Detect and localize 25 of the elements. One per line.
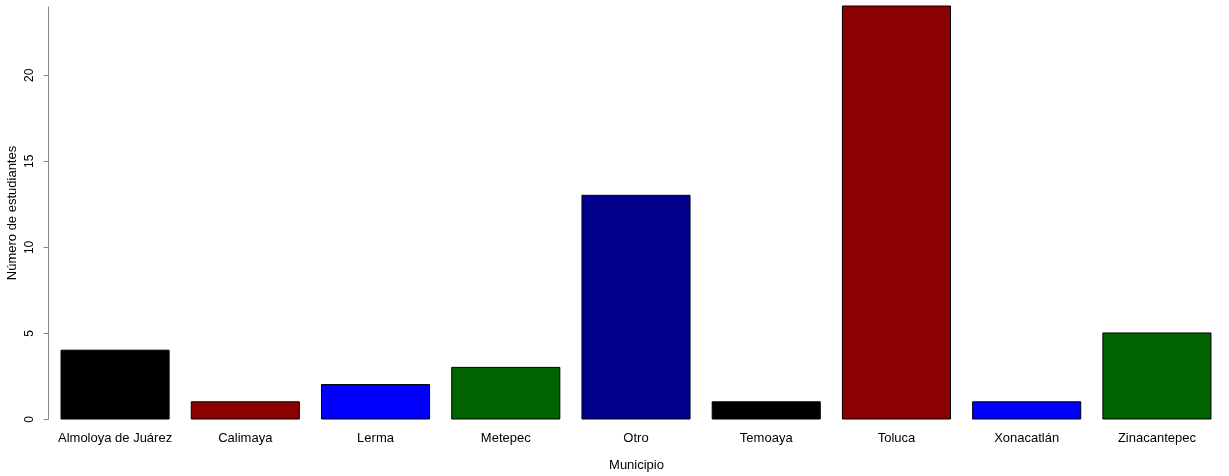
y-tick-label: 0 [21, 415, 36, 423]
y-tick-label: 20 [21, 68, 36, 83]
bar [320, 384, 431, 420]
bar [60, 349, 170, 420]
bar [711, 401, 821, 420]
bar [841, 5, 952, 420]
x-tick-label: Xonacatlán [994, 429, 1060, 445]
y-tick-label: 5 [21, 329, 36, 337]
x-tick-label: Metepec [480, 429, 532, 445]
bar [190, 401, 300, 420]
y-tick-label: 15 [21, 154, 36, 169]
x-tick-label: Otro [623, 429, 649, 445]
x-tick-label: Lerma [357, 429, 395, 445]
y-axis-title: Número de estudiantes [3, 145, 19, 281]
y-tick-label: 10 [21, 240, 36, 255]
x-tick-label: Toluca [877, 429, 917, 445]
bar [972, 401, 1082, 420]
bar [581, 194, 691, 420]
x-tick-label: Almoloya de Juárez [57, 429, 173, 445]
x-tick-label: Zinacantepec [1117, 429, 1197, 445]
x-tick-label: Temoaya [739, 429, 794, 445]
x-tick-label: Calimaya [218, 429, 274, 445]
x-axis-title: Municipio [609, 456, 664, 472]
bar [1102, 332, 1212, 420]
bar [451, 366, 561, 420]
